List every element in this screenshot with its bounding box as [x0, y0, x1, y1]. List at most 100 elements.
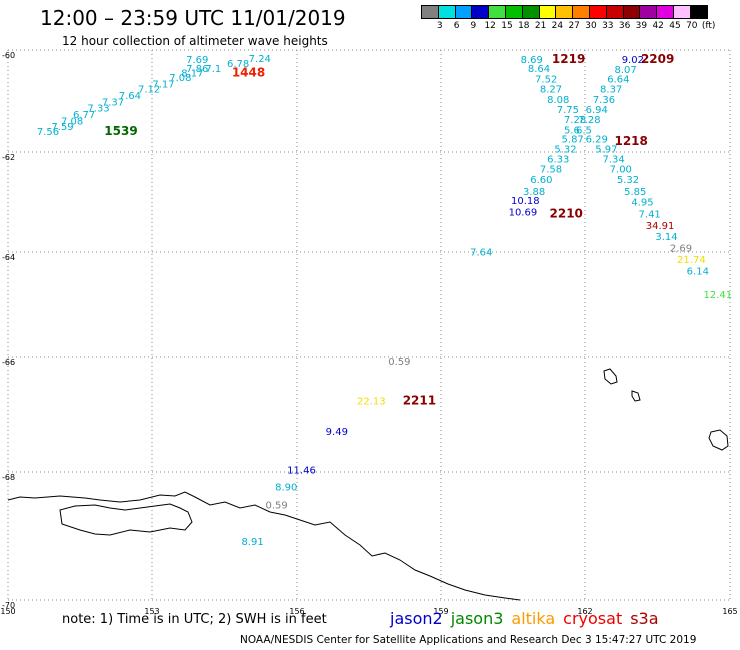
legend-label: 18: [518, 21, 530, 31]
mission-cryosat: cryosat: [563, 609, 623, 628]
x-tick-label: 165: [722, 607, 737, 616]
coastline: [7, 491, 521, 601]
wave-height-label: 8.91: [241, 537, 263, 548]
wave-height-label: 6.94: [586, 105, 608, 116]
legend-label: 70: [686, 21, 698, 31]
wave-height-label: 7.34: [602, 154, 624, 165]
wave-height-label: 7.59: [51, 122, 73, 133]
wave-height-label: 12.41: [704, 290, 733, 301]
legend-label: 30: [585, 21, 597, 31]
wave-height-label: 7.12: [138, 85, 160, 96]
y-tick-label: -62: [2, 153, 15, 162]
legend-label: 24: [551, 21, 564, 31]
color-legend: 3 6 9 12 15 18 21 24 27 30 33 36 39 42 45 70 (ft): [421, 5, 715, 33]
mission-jason3: jason3: [450, 609, 504, 628]
legend-label: 12: [484, 21, 496, 31]
wave-height-label: 11.46: [287, 466, 316, 477]
time-label: 2209: [641, 52, 674, 66]
y-tick-label: -64: [2, 253, 15, 262]
wave-height-label: 8.69: [521, 55, 543, 66]
legend-swatch: [689, 5, 708, 19]
wave-height-label: 5.97: [595, 144, 617, 155]
wave-height-label: 0.59: [388, 357, 410, 368]
wave-height-label: 7.64: [470, 248, 492, 259]
wave-height-label: 34.91: [646, 221, 675, 232]
wave-height-label: 7.75: [557, 105, 579, 116]
wave-height-label: 4.95: [631, 198, 653, 209]
wave-height-label: 7.08: [61, 117, 83, 128]
legend-label: 6: [453, 21, 460, 31]
legend-label: 39: [635, 21, 648, 31]
wave-height-label: 6.14: [687, 267, 709, 278]
chart-subtitle: 12 hour collection of altimeter wave hei…: [62, 34, 328, 48]
wave-height-label: 7.33: [87, 103, 109, 114]
wave-height-label: 7.28: [564, 115, 586, 126]
wave-height-label: 3.14: [655, 232, 677, 243]
wave-height-label: 0.59: [266, 500, 288, 511]
mission-altika: altika: [511, 609, 556, 628]
wave-height-label: 7.41: [639, 210, 661, 221]
wave-height-label: 9.49: [326, 427, 348, 438]
wave-height-label: 8.07: [614, 65, 636, 76]
wave-height-label: 6.64: [607, 74, 629, 85]
footer-credit: NOAA/NESDIS Center for Satellite Applica…: [240, 634, 697, 646]
y-tick-label: -68: [2, 473, 15, 482]
wave-height-label: 6.78: [227, 59, 249, 70]
wave-height-label: 7.69: [186, 55, 208, 66]
wave-height-label: 5.32: [617, 175, 639, 186]
x-tick-label: 153: [144, 607, 159, 616]
wave-height-label: 8.17: [181, 68, 203, 79]
wave-height-label: 5.6: [564, 125, 580, 136]
time-label: 1539: [104, 124, 137, 138]
wave-height-label: 6.29: [586, 135, 608, 146]
wave-height-label: 3.88: [523, 187, 545, 198]
wave-height-label: 5.32: [554, 144, 576, 155]
wave-height-label: 7.00: [610, 165, 632, 176]
wave-height-label: 8.64: [528, 64, 550, 75]
wave-height-label: 7.86: [186, 64, 208, 75]
wave-height-label: 21.74: [677, 255, 706, 266]
mission-s3a: s3a: [630, 609, 659, 628]
wave-height-label: 5.87: [562, 135, 584, 146]
wave-height-label: 6.5: [576, 125, 592, 136]
y-tick-label: -70: [2, 601, 15, 610]
island: [631, 390, 641, 402]
legend-label: 36: [618, 21, 631, 31]
wave-height-label: 7.64: [119, 91, 141, 102]
wave-height-label: 8.27: [540, 85, 562, 96]
legend-label: 42: [652, 21, 664, 31]
wave-height-label: 5.85: [624, 187, 646, 198]
wave-height-label: 6.60: [530, 175, 552, 186]
wave-height-label: 8.90: [275, 482, 297, 493]
x-tick-label: 162: [577, 607, 592, 616]
wave-height-label: 9.02: [622, 55, 644, 66]
time-label: 1219: [552, 52, 585, 66]
footer-note: note: 1) Time is in UTC; 2) SWH is in fe…: [62, 612, 327, 627]
island: [708, 429, 729, 451]
wave-height-label: 7.1: [205, 64, 221, 75]
ice-shelf-outline: [59, 503, 193, 536]
mission-jason2: jason2: [390, 609, 443, 628]
wave-height-label: 10.69: [509, 208, 538, 219]
chart-title: 12:00 – 23:59 UTC 11/01/2019: [40, 6, 346, 30]
wave-height-label: 7.56: [37, 127, 59, 138]
time-label: 1448: [232, 65, 265, 79]
legend-label: (ft): [701, 21, 716, 31]
wave-height-label: 6.33: [547, 154, 569, 165]
wave-height-label: 7.37: [102, 97, 124, 108]
y-tick-label: -66: [2, 358, 15, 367]
time-label: 2211: [403, 394, 436, 408]
wave-height-label: 7.08: [169, 73, 191, 84]
wave-height-label: 7.28: [578, 115, 600, 126]
wave-height-label: 2.69: [670, 244, 692, 255]
x-tick-label: 159: [433, 607, 448, 616]
legend-label: 33: [602, 21, 614, 31]
x-tick-label: 150: [0, 607, 15, 616]
legend-label: 9: [470, 21, 477, 31]
x-tick-label: 156: [289, 607, 304, 616]
legend-label: 45: [669, 21, 681, 31]
wave-height-label: 8.08: [547, 95, 569, 106]
wave-height-label: 7.24: [249, 54, 271, 65]
time-label: 2210: [550, 207, 583, 221]
